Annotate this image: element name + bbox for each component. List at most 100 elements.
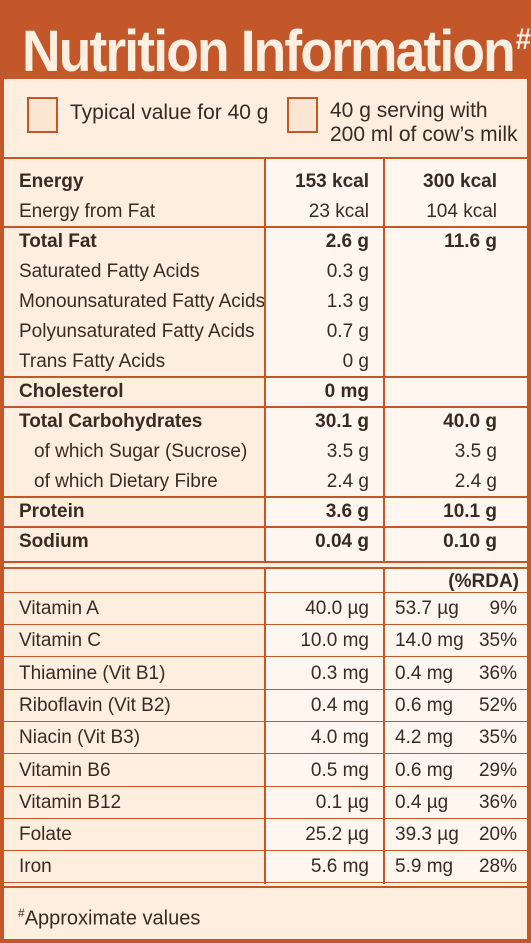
vitamin-value-with-milk: 5.9 mg xyxy=(395,856,454,877)
vitamin-value-with-milk: 0.4 mg xyxy=(395,663,454,684)
row-value-with-milk xyxy=(383,347,497,377)
vitamin-value-serving: 0.3 mg xyxy=(310,663,369,684)
column-background-serving xyxy=(264,157,383,561)
vitamin-label: Riboflavin (Vit B2) xyxy=(19,695,171,716)
page-title: Nutrition Information# xyxy=(22,2,531,84)
row-value-serving: 1.3 g xyxy=(326,291,369,312)
vitamin-column-divider-with-milk xyxy=(383,569,385,884)
column-divider-with-milk xyxy=(383,157,385,561)
row-label: Energy xyxy=(19,171,84,192)
vitamin-label: Thiamine (Vit B1) xyxy=(19,663,166,684)
row-label: Sodium xyxy=(19,531,89,552)
vitamin-value-with-milk: 39.3 µg xyxy=(395,824,459,845)
row-value-serving: 23 kcal xyxy=(308,201,369,222)
row-value-with-milk: 300 kcal xyxy=(423,171,497,192)
row-value-serving: 0.04 g xyxy=(315,531,369,552)
row-value-with-milk: 40.0 g xyxy=(443,411,497,432)
vitamin-label: Vitamin B12 xyxy=(19,792,122,813)
vitamin-rda: 36% xyxy=(478,792,517,813)
vitamin-rda: 20% xyxy=(478,824,517,845)
vitamin-value-with-milk: 14.0 mg xyxy=(395,630,464,651)
vitamin-label: Niacin (Vit B3) xyxy=(19,727,141,748)
vitamin-label: Vitamin C xyxy=(19,630,102,651)
vitamin-label: Vitamin B6 xyxy=(19,760,111,781)
vitamin-value-serving: 5.6 mg xyxy=(310,856,369,877)
row-value-with-milk xyxy=(383,257,497,287)
vitamin-value-with-milk: 0.6 mg xyxy=(395,760,454,781)
row-label: Energy from Fat xyxy=(19,201,156,222)
row-label: Trans Fatty Acids xyxy=(19,351,166,372)
row-value-serving: 0 mg xyxy=(324,381,369,402)
vitamin-value-serving: 10.0 mg xyxy=(300,630,369,651)
row-value-with-milk: 2.4 g xyxy=(454,471,497,492)
vitamin-value-serving: 25.2 µg xyxy=(305,824,369,845)
legend-label-with-milk-line1: 40 g serving with xyxy=(330,99,488,122)
title-mark: # xyxy=(515,23,531,56)
row-value-with-milk: 0.10 g xyxy=(443,531,497,552)
row-value-with-milk xyxy=(383,317,497,347)
vitamin-rda: 9% xyxy=(489,598,517,619)
vitamin-value-with-milk: 53.7 µg xyxy=(395,598,459,619)
row-label: Total Fat xyxy=(19,231,97,252)
vitamin-top-divider xyxy=(4,567,527,569)
row-label: Cholesterol xyxy=(19,381,124,402)
section-bottom-divider xyxy=(4,561,527,563)
nutrition-panel: Typical value for 40 g 40 g serving with… xyxy=(4,79,527,939)
legend-label-with-milk-line2: 200 ml of cow’s milk xyxy=(330,123,518,146)
row-value-serving: 2.4 g xyxy=(326,471,369,492)
rda-header: (%RDA) xyxy=(448,571,519,592)
vitamin-label: Folate xyxy=(19,824,72,845)
vitamin-rda: 28% xyxy=(478,856,517,877)
vitamin-column-divider-serving xyxy=(264,569,266,884)
row-label: Protein xyxy=(19,501,85,522)
row-value-serving: 3.5 g xyxy=(326,441,369,462)
vitamin-value-serving: 4.0 mg xyxy=(310,727,369,748)
column-divider-serving xyxy=(264,157,266,561)
vitamin-label: Iron xyxy=(19,856,52,877)
vitamin-column-background-with-milk xyxy=(383,569,527,884)
footnote-text: Approximate values xyxy=(24,907,201,930)
row-value-with-milk xyxy=(383,377,497,407)
vitamin-rda: 35% xyxy=(478,727,517,748)
vitamin-rda: 52% xyxy=(478,695,517,716)
legend-label-serving: Typical value for 40 g xyxy=(70,101,269,124)
vitamin-value-serving: 0.5 mg xyxy=(310,760,369,781)
row-label: Saturated Fatty Acids xyxy=(19,261,200,282)
row-value-serving: 2.6 g xyxy=(325,231,369,252)
row-value-with-milk: 104 kcal xyxy=(426,201,497,222)
footnote-mark: # xyxy=(18,906,25,920)
vitamin-value-serving: 40.0 µg xyxy=(305,598,369,619)
row-label: Monounsaturated Fatty Acids xyxy=(19,291,266,312)
vitamin-value-serving: 0.4 mg xyxy=(310,695,369,716)
title-text: Nutrition Information xyxy=(22,19,516,84)
row-value-serving: 3.6 g xyxy=(325,501,369,522)
legend-swatch-with-milk xyxy=(287,97,318,133)
row-value-serving: 0.7 g xyxy=(326,321,369,342)
vitamin-value-with-milk: 0.6 mg xyxy=(395,695,454,716)
row-value-serving: 0 g xyxy=(342,351,369,372)
row-value-with-milk: 11.6 g xyxy=(444,231,497,252)
row-label: of which Sugar (Sucrose) xyxy=(34,441,248,462)
vitamin-rda: 36% xyxy=(478,663,517,684)
vitamin-rda: 35% xyxy=(478,630,517,651)
row-value-with-milk: 3.5 g xyxy=(454,441,497,462)
row-value-serving: 153 kcal xyxy=(295,171,369,192)
vitamin-column-background-serving xyxy=(264,569,383,884)
vitamin-value-with-milk: 4.2 mg xyxy=(395,727,454,748)
column-background-with-milk xyxy=(383,157,527,561)
row-value-with-milk xyxy=(383,287,497,317)
vitamin-value-serving: 0.1 µg xyxy=(315,792,369,813)
row-label: Polyunsaturated Fatty Acids xyxy=(19,321,255,342)
footnote: #Approximate values xyxy=(18,899,200,933)
vitamin-bottom-divider xyxy=(4,886,527,888)
vitamin-label: Vitamin A xyxy=(19,598,99,619)
row-label: Total Carbohydrates xyxy=(19,411,203,432)
vitamin-value-with-milk: 0.4 µg xyxy=(395,792,449,813)
legend-swatch-serving xyxy=(27,97,58,133)
legend: Typical value for 40 g 40 g serving with… xyxy=(4,79,527,157)
row-label: of which Dietary Fibre xyxy=(34,471,218,492)
row-value-serving: 30.1 g xyxy=(315,411,369,432)
row-value-with-milk: 10.1 g xyxy=(443,501,497,522)
row-value-serving: 0.3 g xyxy=(326,261,369,282)
